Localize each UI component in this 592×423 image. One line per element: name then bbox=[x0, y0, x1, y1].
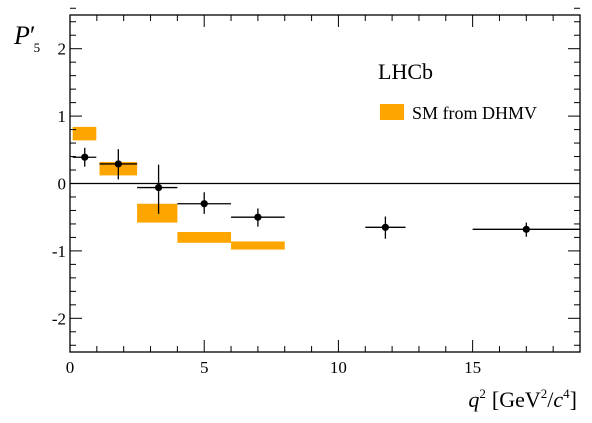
data-point-4 bbox=[177, 192, 232, 214]
axis-ticks bbox=[69, 7, 581, 352]
x-axis-unit-sup: 2 bbox=[541, 386, 548, 401]
x-axis-unit-open: [GeV bbox=[492, 387, 541, 412]
x-axis-unit-close: ] bbox=[570, 387, 577, 412]
y-axis-title-main: P bbox=[13, 21, 30, 50]
marker bbox=[254, 213, 262, 221]
tick-labels: 0 5 10 15 -2 -1 0 1 2 bbox=[52, 40, 481, 377]
legend-label: SM from DHMV bbox=[412, 103, 537, 123]
marker bbox=[154, 183, 163, 192]
sm-band-4 bbox=[177, 232, 232, 243]
data-point-6 bbox=[365, 216, 406, 239]
y-axis-title-sub: 5 bbox=[34, 40, 41, 55]
y-tick-label: 2 bbox=[58, 40, 67, 59]
x-axis-q-sup: 2 bbox=[479, 386, 486, 401]
marker bbox=[522, 225, 530, 233]
x-tick-label: 5 bbox=[200, 358, 209, 377]
legend-swatch bbox=[380, 104, 404, 120]
y-tick-label: 0 bbox=[58, 175, 67, 194]
data-point-3 bbox=[137, 164, 178, 214]
experiment-label: LHCb bbox=[378, 59, 433, 84]
y-tick-label: -1 bbox=[52, 242, 66, 261]
sm-band-5 bbox=[231, 241, 285, 250]
data-points bbox=[72, 147, 580, 239]
data-point-1 bbox=[72, 147, 97, 167]
y-tick-label: -2 bbox=[52, 309, 66, 328]
x-tick-label: 10 bbox=[330, 358, 347, 377]
x-axis-c-sup: 4 bbox=[563, 386, 570, 401]
x-tick-label: 0 bbox=[66, 358, 75, 377]
x-axis-q: q bbox=[468, 387, 479, 412]
x-axis-slash: / bbox=[547, 387, 554, 412]
y-axis-title: P′5 bbox=[13, 21, 40, 55]
data-point-2 bbox=[99, 149, 138, 180]
sm-prediction-bands bbox=[72, 126, 285, 250]
marker bbox=[114, 160, 122, 168]
data-point-5 bbox=[231, 208, 285, 227]
y-axis-title-prime: ′ bbox=[30, 21, 36, 50]
y-tick-label: 1 bbox=[58, 107, 67, 126]
x-tick-label: 15 bbox=[464, 358, 481, 377]
data-point-7 bbox=[472, 222, 580, 237]
marker bbox=[200, 200, 208, 208]
x-axis-title: q2 [GeV2/c4] bbox=[468, 386, 577, 412]
sm-band-3 bbox=[137, 203, 178, 223]
sm-band-1 bbox=[72, 126, 97, 141]
marker bbox=[81, 153, 89, 161]
marker bbox=[381, 223, 389, 231]
x-axis-c: c bbox=[553, 387, 563, 412]
